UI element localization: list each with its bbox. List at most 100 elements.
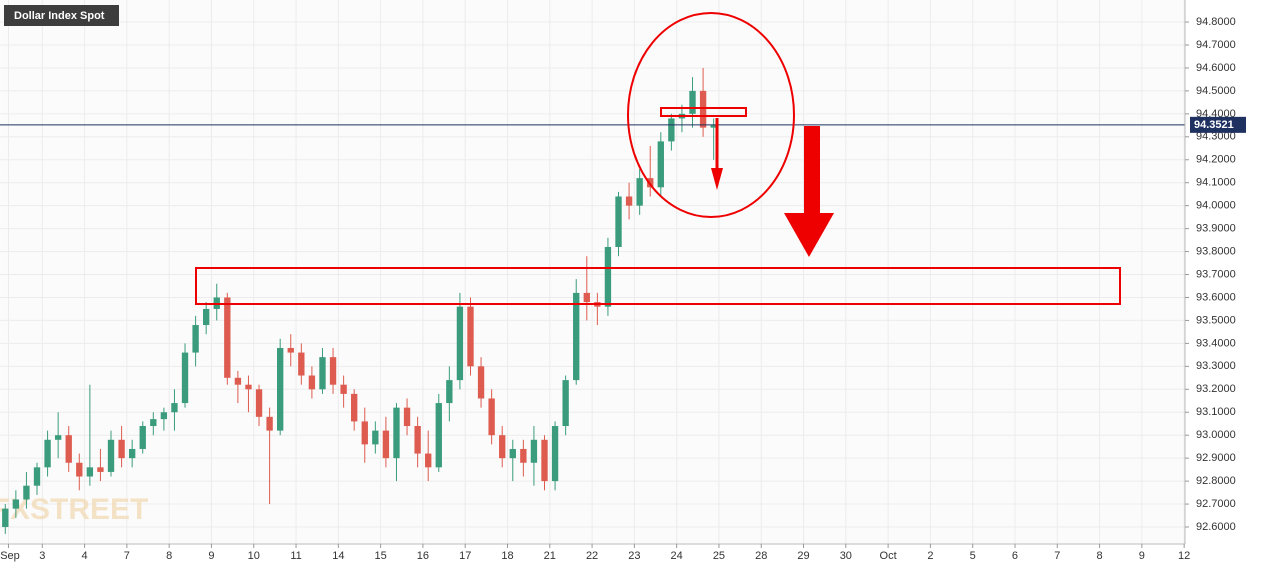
candle-body	[76, 462, 83, 477]
candle-body	[636, 178, 643, 206]
candle-body	[171, 403, 178, 413]
y-tick-label: 92.6000	[1196, 521, 1236, 533]
y-tick-label: 94.8000	[1196, 16, 1236, 28]
candle-body	[234, 377, 242, 385]
candle-body	[541, 439, 548, 482]
candle-body	[361, 421, 368, 445]
x-tick-label: 9	[1139, 550, 1145, 562]
chart-title: Dollar Index Spot	[14, 10, 105, 22]
candle-body	[181, 352, 189, 404]
x-tick-label: 6	[1012, 550, 1018, 562]
y-tick-label: 94.5000	[1196, 85, 1236, 97]
big-arrow-shaft	[804, 126, 820, 214]
candle-body	[150, 419, 157, 427]
candle-body	[668, 118, 675, 142]
candle-body	[699, 90, 707, 128]
y-tick-label: 92.8000	[1196, 475, 1236, 487]
candle-body	[139, 426, 146, 449]
y-tick-label: 92.7000	[1196, 498, 1236, 510]
current-price-box	[1190, 116, 1246, 133]
candle-body	[118, 439, 125, 459]
x-tick-label: 9	[208, 550, 214, 562]
candle-body	[562, 380, 569, 427]
x-tick-label: 4	[82, 550, 88, 562]
y-tick-label: 94.3000	[1196, 131, 1236, 143]
candle-body	[509, 448, 516, 459]
candle-body	[583, 292, 590, 303]
candle-body	[414, 426, 421, 454]
candle-body	[308, 375, 316, 390]
x-tick-label: 15	[374, 550, 386, 562]
y-tick-label: 93.9000	[1196, 223, 1236, 235]
y-tick-label: 93.4000	[1196, 337, 1236, 349]
x-tick-label: 22	[586, 550, 598, 562]
candle-body	[488, 398, 495, 436]
y-tick-label: 93.3000	[1196, 360, 1236, 372]
x-tick-label: Sep	[0, 550, 20, 562]
candle-body	[287, 347, 294, 353]
candle-body	[277, 347, 284, 431]
candle-body	[456, 306, 464, 381]
y-tick-label: 94.7000	[1196, 39, 1236, 51]
candle-body	[382, 430, 390, 459]
candle-body	[192, 325, 199, 353]
candle-body	[499, 435, 506, 459]
candle-body	[44, 439, 51, 468]
small-arrow-head	[711, 168, 723, 190]
candle-body	[657, 141, 664, 188]
candle-body	[107, 439, 115, 472]
x-tick-label: 23	[628, 550, 640, 562]
x-tick-label: 14	[332, 550, 344, 562]
x-tick-label: 3	[39, 550, 45, 562]
x-tick-label: 30	[840, 550, 852, 562]
x-tick-label: 7	[124, 550, 130, 562]
candle-body	[202, 308, 210, 326]
candle-body	[625, 196, 633, 206]
x-tick-label: 8	[1097, 550, 1103, 562]
y-tick-label: 93.8000	[1196, 245, 1236, 257]
x-tick-label: 24	[671, 550, 683, 562]
y-tick-label: 94.4000	[1196, 108, 1236, 120]
support-zone	[195, 267, 1121, 305]
x-tick-label: 11	[290, 550, 301, 562]
candle-body	[393, 407, 400, 459]
candle-body	[86, 467, 94, 477]
axis-labels: 92.6000 92.7000 92.8000 92.9000 93.0000 93.10…	[0, 16, 1246, 562]
x-tick-label: 16	[417, 550, 429, 562]
candle-body	[467, 306, 474, 367]
candle-body	[520, 448, 527, 463]
candle-body	[329, 357, 337, 385]
candle-body	[266, 416, 273, 431]
x-tick-label: 8	[166, 550, 172, 562]
candle-body	[615, 196, 622, 247]
x-tick-label: 28	[755, 550, 767, 562]
candle-body	[298, 352, 305, 376]
x-tick-label: 29	[797, 550, 809, 562]
x-tick-label: 2	[927, 550, 933, 562]
x-tick-label: 25	[713, 550, 725, 562]
candle-body	[160, 412, 168, 420]
x-tick-label: 5	[970, 550, 976, 562]
candle-body	[33, 467, 41, 486]
candle-body	[319, 357, 326, 390]
candle-body	[255, 389, 263, 417]
candle-body	[224, 297, 231, 378]
current-price-label: 94.3521	[1194, 119, 1234, 131]
y-tick-label: 93.6000	[1196, 291, 1236, 303]
x-tick-label: 7	[1054, 550, 1060, 562]
candle-body	[54, 435, 62, 440]
y-tick-label: 93.2000	[1196, 383, 1236, 395]
candle-body	[351, 393, 358, 422]
x-tick-label: 17	[459, 550, 471, 562]
x-tick-label: 18	[501, 550, 513, 562]
y-tick-label: 94.2000	[1196, 154, 1236, 166]
big-arrow-head	[784, 213, 834, 257]
title-box	[4, 5, 119, 26]
y-tick-label: 92.9000	[1196, 452, 1236, 464]
candle-body	[425, 453, 432, 468]
candle-body	[12, 499, 20, 509]
candle-body	[551, 426, 559, 482]
candle-body	[65, 435, 72, 463]
candle-body	[403, 407, 411, 427]
candle-body	[435, 403, 442, 468]
